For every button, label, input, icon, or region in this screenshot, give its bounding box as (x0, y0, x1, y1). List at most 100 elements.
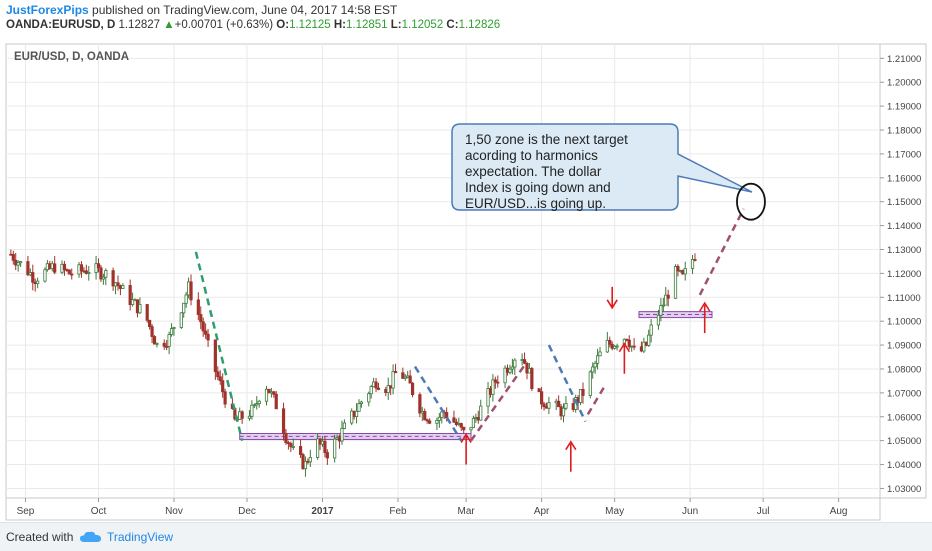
candle-body (26, 261, 30, 276)
candle-body (172, 327, 176, 329)
candle-body (70, 273, 74, 276)
candle-body (189, 281, 193, 301)
candle-body (539, 391, 544, 405)
candle-body (274, 393, 278, 410)
candle-body (298, 446, 303, 455)
candle-body (673, 266, 678, 299)
candle-body (410, 382, 415, 396)
candle-body (162, 342, 166, 347)
time-axis[interactable] (5, 497, 881, 521)
price-chart[interactable]: 1.03000 1.04000 1.05000 1.06000 1.07000 1.080… (0, 36, 932, 522)
candle-body (267, 388, 271, 394)
symbol-info: OANDA:EURUSD, D 1.12827 ▲+0.00701 (+0.63… (6, 19, 500, 31)
candle-body (591, 366, 595, 373)
candle-body (401, 372, 405, 379)
candle-body (471, 417, 476, 429)
candle-body (615, 345, 619, 348)
candle-body (428, 420, 432, 424)
author-link[interactable]: JustForexPips (6, 3, 89, 17)
candle-body (308, 457, 312, 463)
time-tick-label: Feb (389, 506, 407, 517)
callout-box (451, 123, 753, 211)
candle-body (561, 407, 566, 417)
price-tick-label: 1.13000 (887, 245, 921, 256)
time-tick-label: Mar (458, 506, 476, 517)
candle-body (240, 411, 244, 419)
candle-body (303, 460, 308, 470)
candle-body (116, 282, 120, 287)
price-tick-label: 1.17000 (887, 149, 921, 160)
candle-body (31, 272, 35, 283)
candle-body (333, 438, 337, 459)
candle-body (184, 294, 188, 304)
dashed-trend-line (586, 385, 606, 416)
up-arrow-head-icon (460, 433, 472, 443)
close-label: C: (446, 19, 459, 31)
candle-body (165, 345, 169, 348)
candle-body (369, 386, 373, 395)
open-value: 1.12125 (289, 19, 331, 31)
annotation-line: Index is going down and (465, 180, 611, 195)
chart-title: EUR/USD, D, OANDA (14, 51, 129, 63)
signal-arrows (460, 286, 711, 472)
candle-body (690, 259, 695, 269)
created-with-label: Created with (6, 530, 74, 544)
candle-body (79, 264, 84, 272)
tradingview-link[interactable]: TradingView (107, 530, 174, 544)
candle-body (693, 259, 697, 261)
target-circle (736, 182, 766, 221)
candle-body (496, 381, 500, 384)
time-tick-label: May (605, 506, 624, 517)
annotation-callout[interactable]: 1,50 zone is the next target acording to… (451, 123, 753, 211)
price-tick-label: 1.11000 (887, 293, 921, 304)
candle-body (121, 285, 125, 289)
high-label: H: (333, 19, 346, 31)
candle-body (625, 338, 629, 341)
candle-body (99, 267, 103, 280)
time-tick-label: Apr (534, 506, 550, 517)
candle-body (272, 391, 276, 395)
grid-lines (6, 44, 880, 498)
dashed-trend-line (547, 344, 587, 423)
support-zones (239, 311, 713, 440)
candle-body (216, 371, 220, 378)
candle-body (608, 339, 612, 345)
candle-body (199, 314, 203, 323)
candle-body (350, 410, 354, 424)
candle-body (152, 336, 157, 345)
price-tick-label: 1.10000 (887, 317, 921, 328)
candle-body (503, 367, 507, 384)
candle-body (182, 302, 186, 314)
candle-body (19, 261, 23, 264)
candle-body (661, 304, 665, 307)
dashed-trend-line (413, 365, 463, 442)
low-value: 1.12052 (401, 19, 444, 31)
low-label: L: (390, 19, 402, 31)
candle-body (627, 339, 631, 348)
candle-body (316, 438, 320, 458)
open-label: O: (276, 19, 290, 31)
annotation-line: acording to harmonics (465, 148, 598, 163)
price-tick-label: 1.08000 (887, 364, 921, 375)
candle-body (491, 379, 495, 395)
price-tick-label: 1.09000 (887, 341, 921, 352)
price-tick-label: 1.14000 (887, 221, 921, 232)
candle-body (418, 394, 422, 414)
tradingview-cloud-icon (80, 531, 101, 542)
price-tick-label: 1.03000 (887, 484, 921, 495)
candle-body (130, 299, 135, 306)
publish-info: JustForexPips published on TradingView.c… (6, 3, 397, 17)
candle-body (647, 334, 651, 346)
price-tick-label: 1.12000 (887, 269, 921, 280)
candle-body (376, 387, 381, 390)
candle-body (479, 405, 483, 421)
chart-frame[interactable]: 1.03000 1.04000 1.05000 1.06000 1.07000 1.080… (0, 36, 932, 522)
price-axis[interactable] (879, 43, 927, 499)
candle-body (252, 404, 256, 407)
candle-body (508, 368, 512, 373)
candle-body (359, 401, 364, 405)
candle-body (250, 404, 254, 417)
candle-body (11, 254, 15, 261)
candle-body (462, 426, 466, 431)
candle-body (557, 400, 561, 408)
